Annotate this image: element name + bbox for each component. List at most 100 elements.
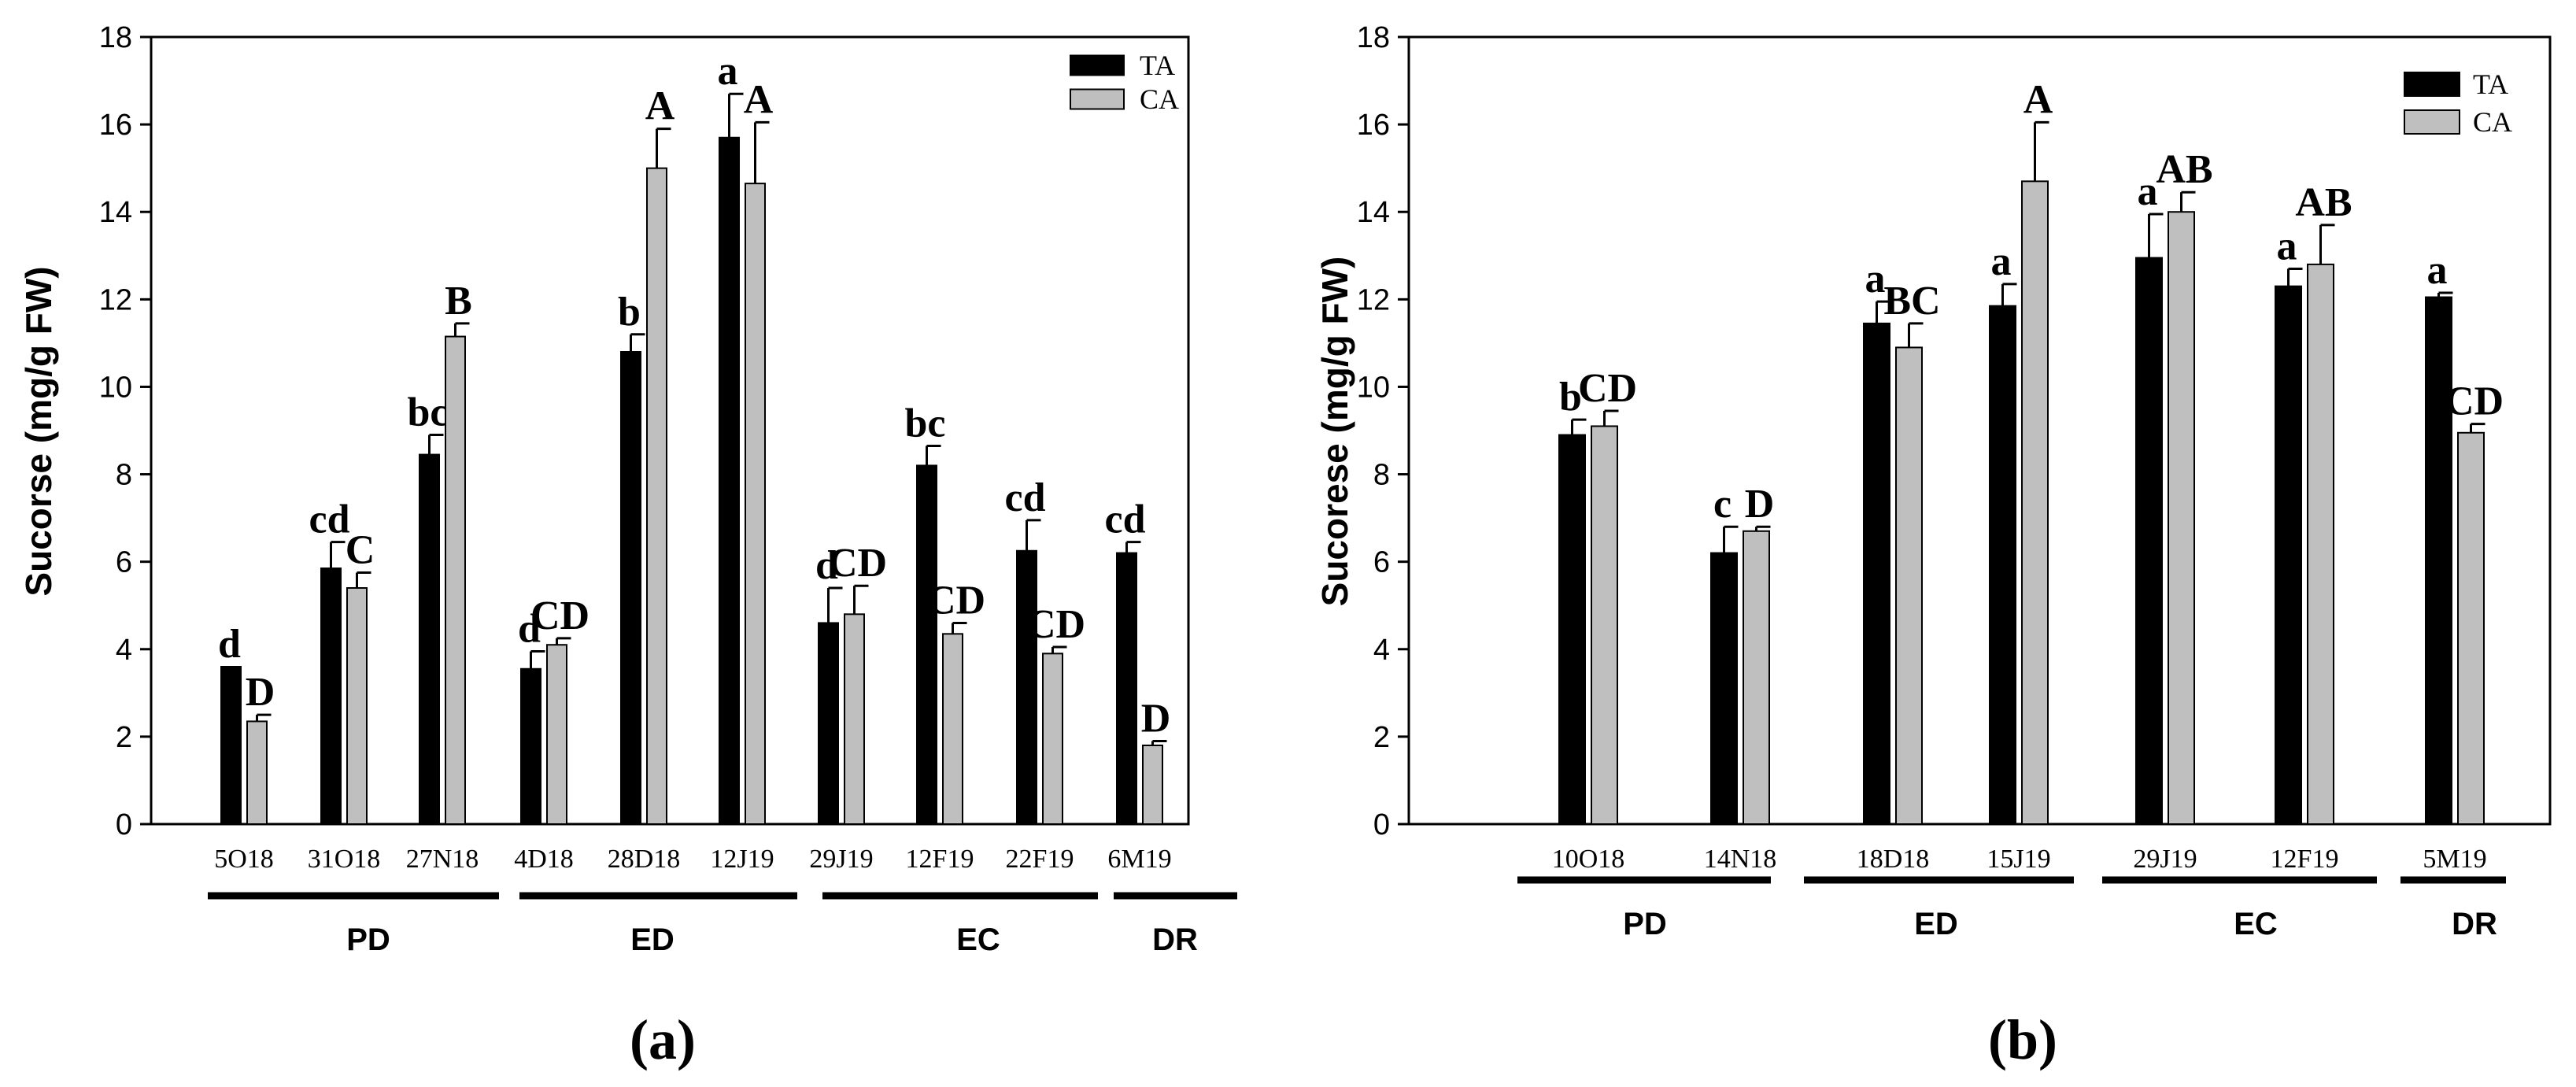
bar-ca [844, 613, 865, 825]
y-tick-label: 8 [116, 459, 132, 492]
legend-swatch [2404, 72, 2460, 97]
legend-label: TA [1140, 50, 1175, 81]
legend-label: CA [2473, 106, 2512, 138]
significance-letter-ca: A [645, 84, 675, 129]
x-category-label: 18D18 [1857, 845, 1930, 874]
significance-letter-ta: a [1865, 257, 1886, 301]
significance-letter-ta: d [815, 543, 838, 588]
significance-letter-ca: CD [828, 541, 887, 586]
y-tick-label: 14 [99, 196, 132, 229]
significance-letter-ta: cd [1005, 475, 1046, 520]
y-tick-label: 0 [1373, 808, 1390, 841]
y-axis-title: Sucorse (mg/g FW) [18, 266, 59, 596]
y-tick-label: 12 [99, 283, 132, 316]
significance-letter-ta: b [618, 290, 641, 335]
significance-letter-ca: CD [1026, 602, 1085, 647]
significance-letter-ca: CD [1578, 366, 1637, 411]
significance-letter-ta: a [2277, 224, 2297, 268]
significance-letter-ta: a [2138, 169, 2158, 214]
significance-letter-ca: D [246, 670, 275, 715]
bar-ta [2135, 257, 2163, 825]
significance-letter-ta: b [1559, 375, 1582, 420]
bar-ta [1016, 549, 1037, 825]
bar-ta [520, 667, 541, 825]
significance-letter-ta: c [1713, 482, 1732, 527]
bar-ta [2275, 285, 2302, 825]
bar-ta [916, 464, 937, 825]
x-category-label: 28D18 [608, 845, 681, 874]
group-label: PD [346, 922, 390, 957]
x-category-label: 29J19 [809, 845, 873, 874]
bar-ca [2021, 180, 2049, 826]
y-tick-label: 18 [1357, 21, 1390, 54]
bar-ta [320, 568, 342, 825]
bar-ta [1863, 322, 1890, 825]
bar-ca [745, 183, 766, 826]
significance-letter-ta: a [2427, 248, 2448, 293]
y-tick-label: 0 [116, 808, 132, 841]
significance-letter-ca: AB [2156, 147, 2212, 192]
bar-ta [2425, 296, 2452, 825]
y-tick-label: 10 [99, 371, 132, 404]
significance-letter-ca: AB [2295, 180, 2352, 225]
y-tick-label: 14 [1357, 196, 1390, 229]
significance-letter-ca: D [1745, 482, 1775, 527]
x-category-label: 12F19 [2271, 845, 2339, 874]
y-tick-label: 18 [99, 21, 132, 54]
legend-label: CA [1140, 83, 1179, 115]
y-tick-label: 6 [1373, 546, 1390, 579]
x-category-label: 12J19 [710, 845, 774, 874]
x-category-label: 4D18 [514, 845, 574, 874]
bar-ca [1591, 425, 1618, 825]
x-category-label: 22F19 [1006, 845, 1074, 874]
x-category-label: 27N18 [406, 845, 479, 874]
x-category-label: 5O18 [214, 845, 274, 874]
bar-ta [419, 453, 440, 825]
significance-letter-ca: BC [1883, 279, 1940, 324]
bar-ta [1989, 305, 2016, 825]
panel-label: (a) [630, 1008, 696, 1071]
group-label: ED [630, 922, 674, 957]
bar-ca [646, 167, 667, 825]
significance-letter-ta: a [718, 49, 738, 94]
group-label: DR [1152, 922, 1198, 957]
y-tick-label: 6 [116, 546, 132, 579]
significance-letter-ca: CD [2445, 379, 2504, 424]
panel-label: (b) [1988, 1008, 2057, 1071]
y-tick-label: 16 [1357, 109, 1390, 142]
group-label: EC [2234, 907, 2278, 941]
significance-letter-ta: bc [905, 401, 946, 446]
bar-ta [1558, 434, 1586, 825]
significance-letter-ca: D [1141, 696, 1171, 741]
y-tick-label: 8 [1373, 459, 1390, 492]
x-category-label: 12F19 [906, 845, 974, 874]
significance-letter-ta: d [518, 607, 541, 652]
bar-ta [1710, 552, 1738, 825]
significance-letter-ta: cd [309, 497, 350, 542]
legend-swatch [1070, 54, 1125, 76]
bar-ca [1142, 745, 1163, 825]
bar-ta [818, 622, 839, 826]
x-category-label: 5M19 [2423, 845, 2486, 874]
significance-letter-ca: C [346, 528, 375, 573]
bar-ca [1042, 653, 1063, 825]
y-tick-label: 16 [99, 109, 132, 142]
x-category-label: 15J19 [1987, 845, 2050, 874]
bar-ca [546, 644, 567, 825]
significance-letter-ta: d [218, 622, 241, 667]
plot-frame [150, 35, 1190, 826]
significance-letter-ta: cd [1105, 497, 1146, 542]
bar-ta [620, 351, 641, 825]
x-category-label: 29J19 [2133, 845, 2197, 874]
significance-letter-ta: bc [408, 390, 449, 435]
significance-letter-ta: a [1991, 239, 2012, 284]
bar-ca [1895, 346, 1923, 825]
y-tick-label: 4 [1373, 634, 1390, 667]
y-axis-title: Sucorese (mg/g FW) [1314, 257, 1355, 607]
y-tick-label: 2 [116, 721, 132, 754]
significance-letter-ca: A [744, 77, 774, 122]
plot-frame [1407, 35, 2552, 826]
